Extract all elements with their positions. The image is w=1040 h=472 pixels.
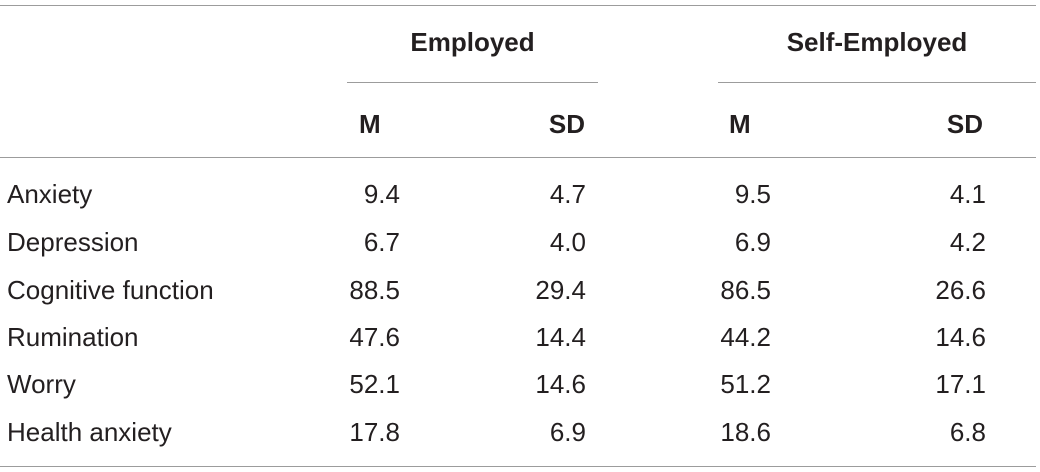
self-employed-m-cell: 6.9: [734, 227, 771, 257]
employed-m-cell: 6.7: [363, 227, 400, 257]
table-row: Depression 6.7 4.0 6.9 4.2: [0, 227, 1036, 275]
table-top-rule: [0, 5, 1036, 6]
group-rule-self-employed: [718, 82, 1036, 83]
employed-m-cell: 47.6: [349, 322, 400, 352]
table-row: Rumination 47.6 14.4 44.2 14.6: [0, 322, 1036, 370]
employed-m-cell: 52.1: [349, 369, 400, 399]
self-employed-m-cell: 44.2: [720, 322, 771, 352]
row-label: Depression: [7, 227, 139, 257]
self-employed-sd-cell: 26.6: [935, 275, 986, 305]
employed-m-cell: 9.4: [363, 179, 400, 209]
column-header-self-employed-sd: SD: [946, 109, 983, 139]
self-employed-sd-cell: 4.1: [949, 179, 986, 209]
table-row: Cognitive function 88.5 29.4 86.5 26.6: [0, 275, 1036, 323]
table-row: Health anxiety 17.8 6.9 18.6 6.8: [0, 417, 1036, 465]
row-label: Worry: [7, 369, 76, 399]
self-employed-m-cell: 86.5: [720, 275, 771, 305]
table-row: Anxiety 9.4 4.7 9.5 4.1: [0, 179, 1036, 227]
column-header-employed-sd: SD: [548, 109, 585, 139]
row-label: Cognitive function: [7, 275, 214, 305]
row-label: Anxiety: [7, 179, 93, 209]
table-bottom-rule: [0, 466, 1036, 467]
employed-sd-cell: 14.6: [535, 369, 586, 399]
group-header-self-employed: Self-Employed: [786, 27, 968, 57]
header-bottom-rule: [0, 157, 1036, 158]
employed-sd-cell: 6.9: [549, 417, 586, 447]
row-label: Health anxiety: [7, 417, 172, 447]
self-employed-sd-cell: 4.2: [949, 227, 986, 257]
employed-sd-cell: 4.0: [549, 227, 586, 257]
self-employed-m-cell: 9.5: [734, 179, 771, 209]
self-employed-m-cell: 51.2: [720, 369, 771, 399]
employed-sd-cell: 29.4: [535, 275, 586, 305]
self-employed-sd-cell: 17.1: [935, 369, 986, 399]
self-employed-sd-cell: 14.6: [935, 322, 986, 352]
column-header-employed-m: M: [359, 109, 381, 139]
self-employed-m-cell: 18.6: [720, 417, 771, 447]
table-row: Worry 52.1 14.6 51.2 17.1: [0, 369, 1036, 417]
employed-sd-cell: 4.7: [549, 179, 586, 209]
employed-sd-cell: 14.4: [535, 322, 586, 352]
employed-m-cell: 88.5: [349, 275, 400, 305]
column-header-self-employed-m: M: [729, 109, 751, 139]
row-label: Rumination: [7, 322, 139, 352]
employed-m-cell: 17.8: [349, 417, 400, 447]
self-employed-sd-cell: 6.8: [949, 417, 986, 447]
group-header-employed: Employed: [410, 27, 535, 57]
group-rule-employed: [347, 82, 598, 83]
